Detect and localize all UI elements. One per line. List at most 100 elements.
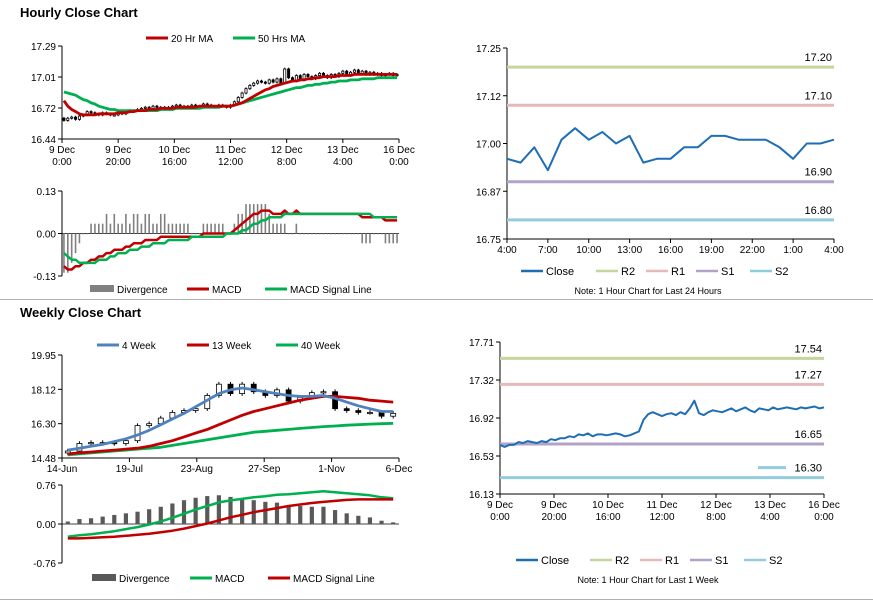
legend-weekly-close-label: Close: [541, 555, 569, 567]
legend-4week-label: 4 Week: [122, 341, 157, 352]
weekly_macd-y-tick-label: 0.76: [37, 481, 57, 492]
hourly_candles-candle-body: [271, 79, 275, 83]
hourly_line-x-tick-label: 22:00: [740, 245, 765, 256]
hourly_candles-y-tick-label: 16.72: [31, 104, 56, 115]
weekly_line-x-tick-label: 9 Dec 20:00: [541, 500, 567, 523]
hourly_line-x-tick-label: 16:00: [658, 245, 683, 256]
weekly_macd-divergence-bar: [77, 519, 82, 524]
hourly_macd-divergence-bar: [109, 223, 112, 234]
legend-weekly-macd-label: MACD: [215, 574, 244, 585]
hourly_macd-divergence-bar: [334, 233, 336, 235]
hourly_line-x-tick-label: 19:00: [699, 245, 724, 256]
hourly_candles-candle-body: [352, 69, 356, 73]
legend-weekly-signal-label: MACD Signal Line: [293, 574, 375, 585]
weekly_line-x-tick-label: 12 Dec 8:00: [700, 500, 732, 523]
weekly_line-level-label: 17.54: [794, 343, 822, 355]
weekly_line-y-tick-label: 16.53: [469, 452, 494, 463]
weekly_candles-x-tick-label: 19-Jul: [116, 464, 143, 475]
hourly_macd-y-tick-label: 0.13: [37, 187, 57, 198]
hourly_macd-divergence-bar: [86, 233, 88, 235]
hourly_candles-x-tick-label: 12 Dec 8:00: [271, 145, 303, 168]
hourly_macd-divergence-bar: [82, 233, 85, 235]
hourly_line-x-tick-label: 10:00: [576, 245, 601, 256]
weekly_macd-divergence-bar: [205, 496, 210, 524]
weekly_line-x-tick-label: 10 Dec 16:00: [592, 500, 624, 523]
weekly_macd-divergence-bar: [286, 505, 291, 524]
weekly_macd-divergence-bar: [309, 506, 314, 524]
hourly_line-level-label: 16.90: [804, 167, 832, 179]
hourly_candles-x-tick-label: 16 Dec 0:00: [383, 145, 415, 168]
hourly_candles-candle-body: [244, 88, 248, 94]
hourly_macd-divergence-bar: [237, 213, 240, 234]
hourly_macd-divergence-bar: [167, 223, 170, 234]
hourly_macd-divergence-bar: [268, 213, 271, 234]
hourly_macd-divergence-bar: [256, 204, 259, 234]
weekly_macd-signal-line: [67, 498, 394, 540]
weekly_candles-y-tick-label: 19.95: [31, 351, 56, 362]
hourly_line-y-tick-label: 17.25: [476, 44, 501, 55]
weekly_candles-candle-body: [390, 412, 397, 417]
hourly_macd-divergence-bar: [132, 213, 135, 234]
weekly_macd-divergence-bar: [274, 502, 280, 524]
weekly_candles-week13-line: [67, 394, 394, 456]
weekly_macd-divergence-bar: [216, 495, 221, 524]
legend-40week-label: 40 Week: [301, 341, 341, 352]
weekly_macd-divergence-bar: [367, 517, 373, 524]
hourly_candles-candle-body: [341, 70, 345, 74]
hourly_macd-divergence-bar: [380, 233, 383, 235]
hourly_candles-candle-body: [236, 97, 240, 103]
hourly_macd-divergence-bar: [287, 233, 290, 235]
hourly_macd-divergence-bar: [156, 223, 158, 234]
hourly_macd-divergence-bar: [148, 213, 150, 234]
hourly_candles-candle-body: [151, 105, 155, 109]
weekly_candles-candle-body: [215, 383, 222, 396]
legend-13week-label: 13 Week: [212, 341, 252, 352]
hourly_macd-divergence-bar: [136, 213, 139, 234]
hourly_macd-divergence-bar: [198, 233, 201, 235]
hourly_candles-candle-body: [318, 72, 322, 76]
hourly_macd-divergence-bar: [94, 223, 96, 234]
hourly_macd-divergence-bar: [295, 223, 298, 234]
hourly_line-close-line: [506, 127, 835, 172]
weekly_line-close-line: [499, 399, 825, 448]
hourly-note: Note: 1 Hour Chart for Last 24 Hours: [574, 286, 722, 296]
hourly_macd-signal-line: [63, 212, 398, 265]
hourly_candles-candle-body: [77, 115, 81, 120]
weekly_line-y-tick-label: 17.32: [469, 376, 494, 387]
weekly-section-title: Weekly Close Chart: [20, 305, 142, 320]
weekly_line-level-label: 16.65: [794, 429, 822, 441]
hourly_macd-divergence-bar: [369, 233, 371, 244]
hourly_macd-divergence-bar: [144, 213, 147, 234]
weekly_candles-y-tick-label: 14.48: [31, 454, 56, 465]
hourly_macd-divergence-bar: [373, 233, 375, 235]
hourly_macd-divergence-bar: [376, 233, 379, 235]
legend-hourly-close-label: Close: [546, 266, 574, 278]
hourly_macd-divergence-bar: [353, 233, 356, 235]
legend-hourly-macd-label: MACD: [212, 285, 241, 296]
hourly_macd-divergence-bar: [303, 233, 305, 235]
hourly_macd-divergence-bar: [349, 233, 352, 235]
weekly_candles-candle-body: [355, 410, 362, 413]
hourly_macd-divergence-bar: [392, 233, 394, 244]
weekly_macd-y-tick-label: -0.76: [33, 559, 56, 570]
hourly_macd-divergence-bar: [179, 223, 181, 234]
hourly_macd-divergence-bar: [338, 233, 340, 235]
weekly_candles-y-tick-label: 18.12: [31, 385, 56, 396]
hourly_candles-candle-body: [248, 84, 252, 90]
weekly_line-y-tick-label: 16.92: [469, 414, 494, 425]
legend-hourly-divergence-label: Divergence: [117, 285, 168, 296]
weekly_candles-candle-body: [378, 412, 385, 417]
hourly_line-x-tick-label: 13:00: [617, 245, 642, 256]
legend-hourly-s1-label: S1: [721, 266, 734, 278]
weekly_candles-week4-line: [67, 386, 394, 452]
hourly_line-x-tick-label: 4:00: [497, 245, 517, 256]
hourly_candles-candle-body: [267, 79, 271, 84]
hourly_candles-y-tick-label: 17.29: [31, 42, 56, 53]
weekly_candles-candle-body: [146, 423, 153, 427]
hourly_macd-divergence-bar: [272, 223, 274, 234]
hourly_macd-divergence-bar: [194, 233, 197, 235]
hourly_macd-divergence-bar: [365, 233, 367, 244]
hourly_macd-divergence-bar: [125, 213, 127, 234]
weekly_macd-divergence-bar: [240, 498, 245, 524]
hourly_candles-candle-body: [143, 106, 147, 109]
